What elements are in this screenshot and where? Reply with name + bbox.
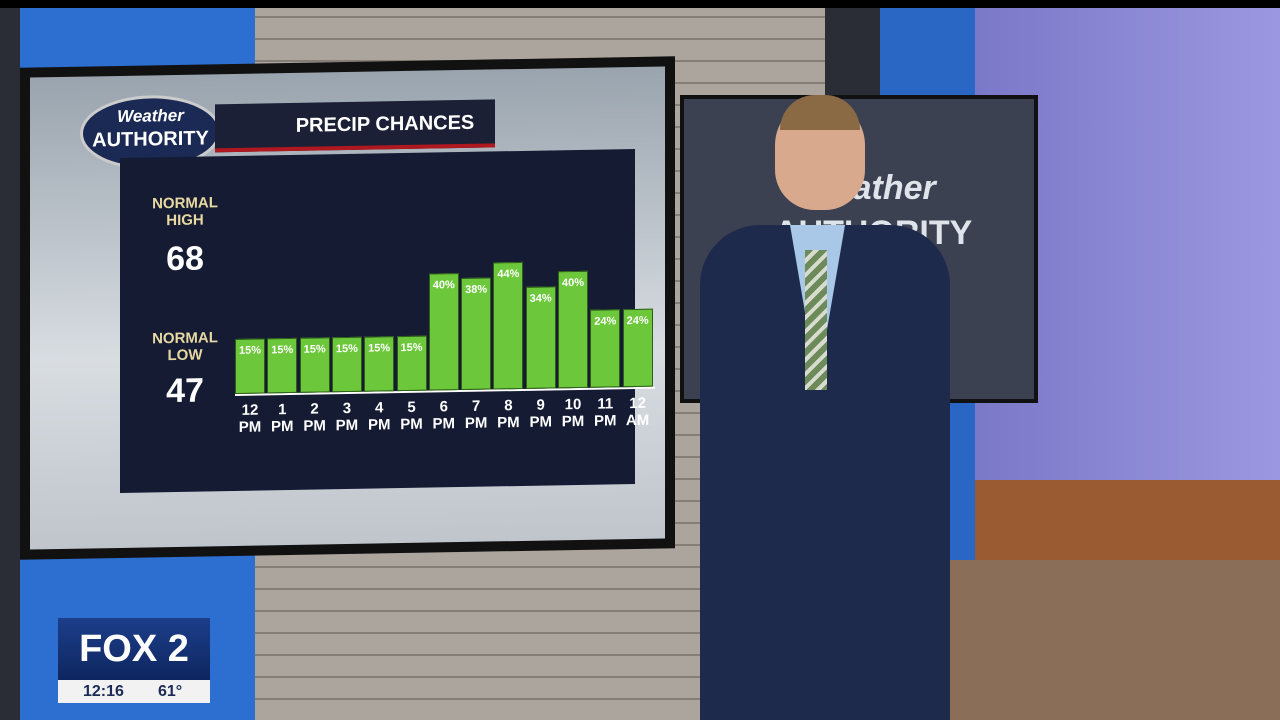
x-tick-label: 5 PM (400, 398, 423, 434)
x-tick-label: 1 PM (271, 401, 294, 436)
normal-high-label: NORMAL HIGH (152, 194, 218, 230)
bar (493, 261, 524, 390)
value-label: 24% (626, 315, 649, 328)
x-tick-label: 6 PM (432, 398, 456, 433)
normal-low-value: 47 (166, 371, 204, 411)
info-strip: 12:16 61° (58, 680, 210, 703)
value-label: 38% (465, 283, 488, 296)
time: 12:16 (83, 683, 124, 700)
top-border (0, 0, 1280, 8)
value-label: 40% (432, 278, 455, 292)
value-label: 44% (497, 267, 520, 281)
value-label: 15% (400, 341, 423, 354)
value-label: 34% (529, 292, 552, 305)
station-bug: FOX 2 (58, 618, 210, 680)
value-label: 40% (561, 276, 585, 290)
x-tick-label: 9 PM (529, 396, 552, 431)
x-tick-label: 4 PM (367, 399, 391, 434)
normal-high-value: 68 (166, 239, 204, 279)
x-tick-label: 12 PM (238, 401, 262, 436)
logo-text: Weather (117, 105, 184, 127)
value-label: 15% (303, 343, 326, 356)
value-label: 15% (238, 344, 262, 357)
value-label: 15% (271, 343, 294, 357)
value-label: 15% (368, 342, 391, 355)
station-logo: FOX 2 (79, 628, 189, 670)
presenter-tie (805, 250, 827, 390)
x-tick-label: 2 PM (303, 400, 326, 435)
value-label: 15% (335, 342, 358, 355)
logo-text: AUTHORITY (92, 127, 209, 152)
main-screen: Weather AUTHORITY PRECIP CHANCES NORMAL … (20, 56, 675, 560)
x-tick-label: 10 PM (561, 395, 585, 431)
x-tick-label: 12 AM (625, 394, 650, 430)
x-tick-label: 8 PM (497, 397, 520, 432)
x-tick-label: 11 PM (594, 395, 617, 430)
temperature: 61° (158, 683, 183, 700)
x-tick-label: 7 PM (464, 397, 488, 432)
x-tick-label: 3 PM (335, 399, 359, 435)
chart-title: PRECIP CHANCES (295, 111, 475, 137)
value-label: 24% (594, 315, 617, 329)
normal-low-label: NORMAL LOW (152, 329, 218, 365)
